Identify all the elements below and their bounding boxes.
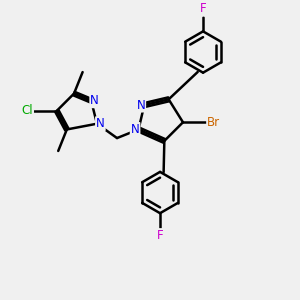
Text: N: N <box>90 94 99 107</box>
Text: Br: Br <box>207 116 220 129</box>
Text: N: N <box>96 117 105 130</box>
Text: Cl: Cl <box>21 104 33 117</box>
Text: N: N <box>131 123 140 136</box>
Text: N: N <box>136 99 145 112</box>
Text: F: F <box>157 229 164 242</box>
Text: F: F <box>200 2 206 16</box>
